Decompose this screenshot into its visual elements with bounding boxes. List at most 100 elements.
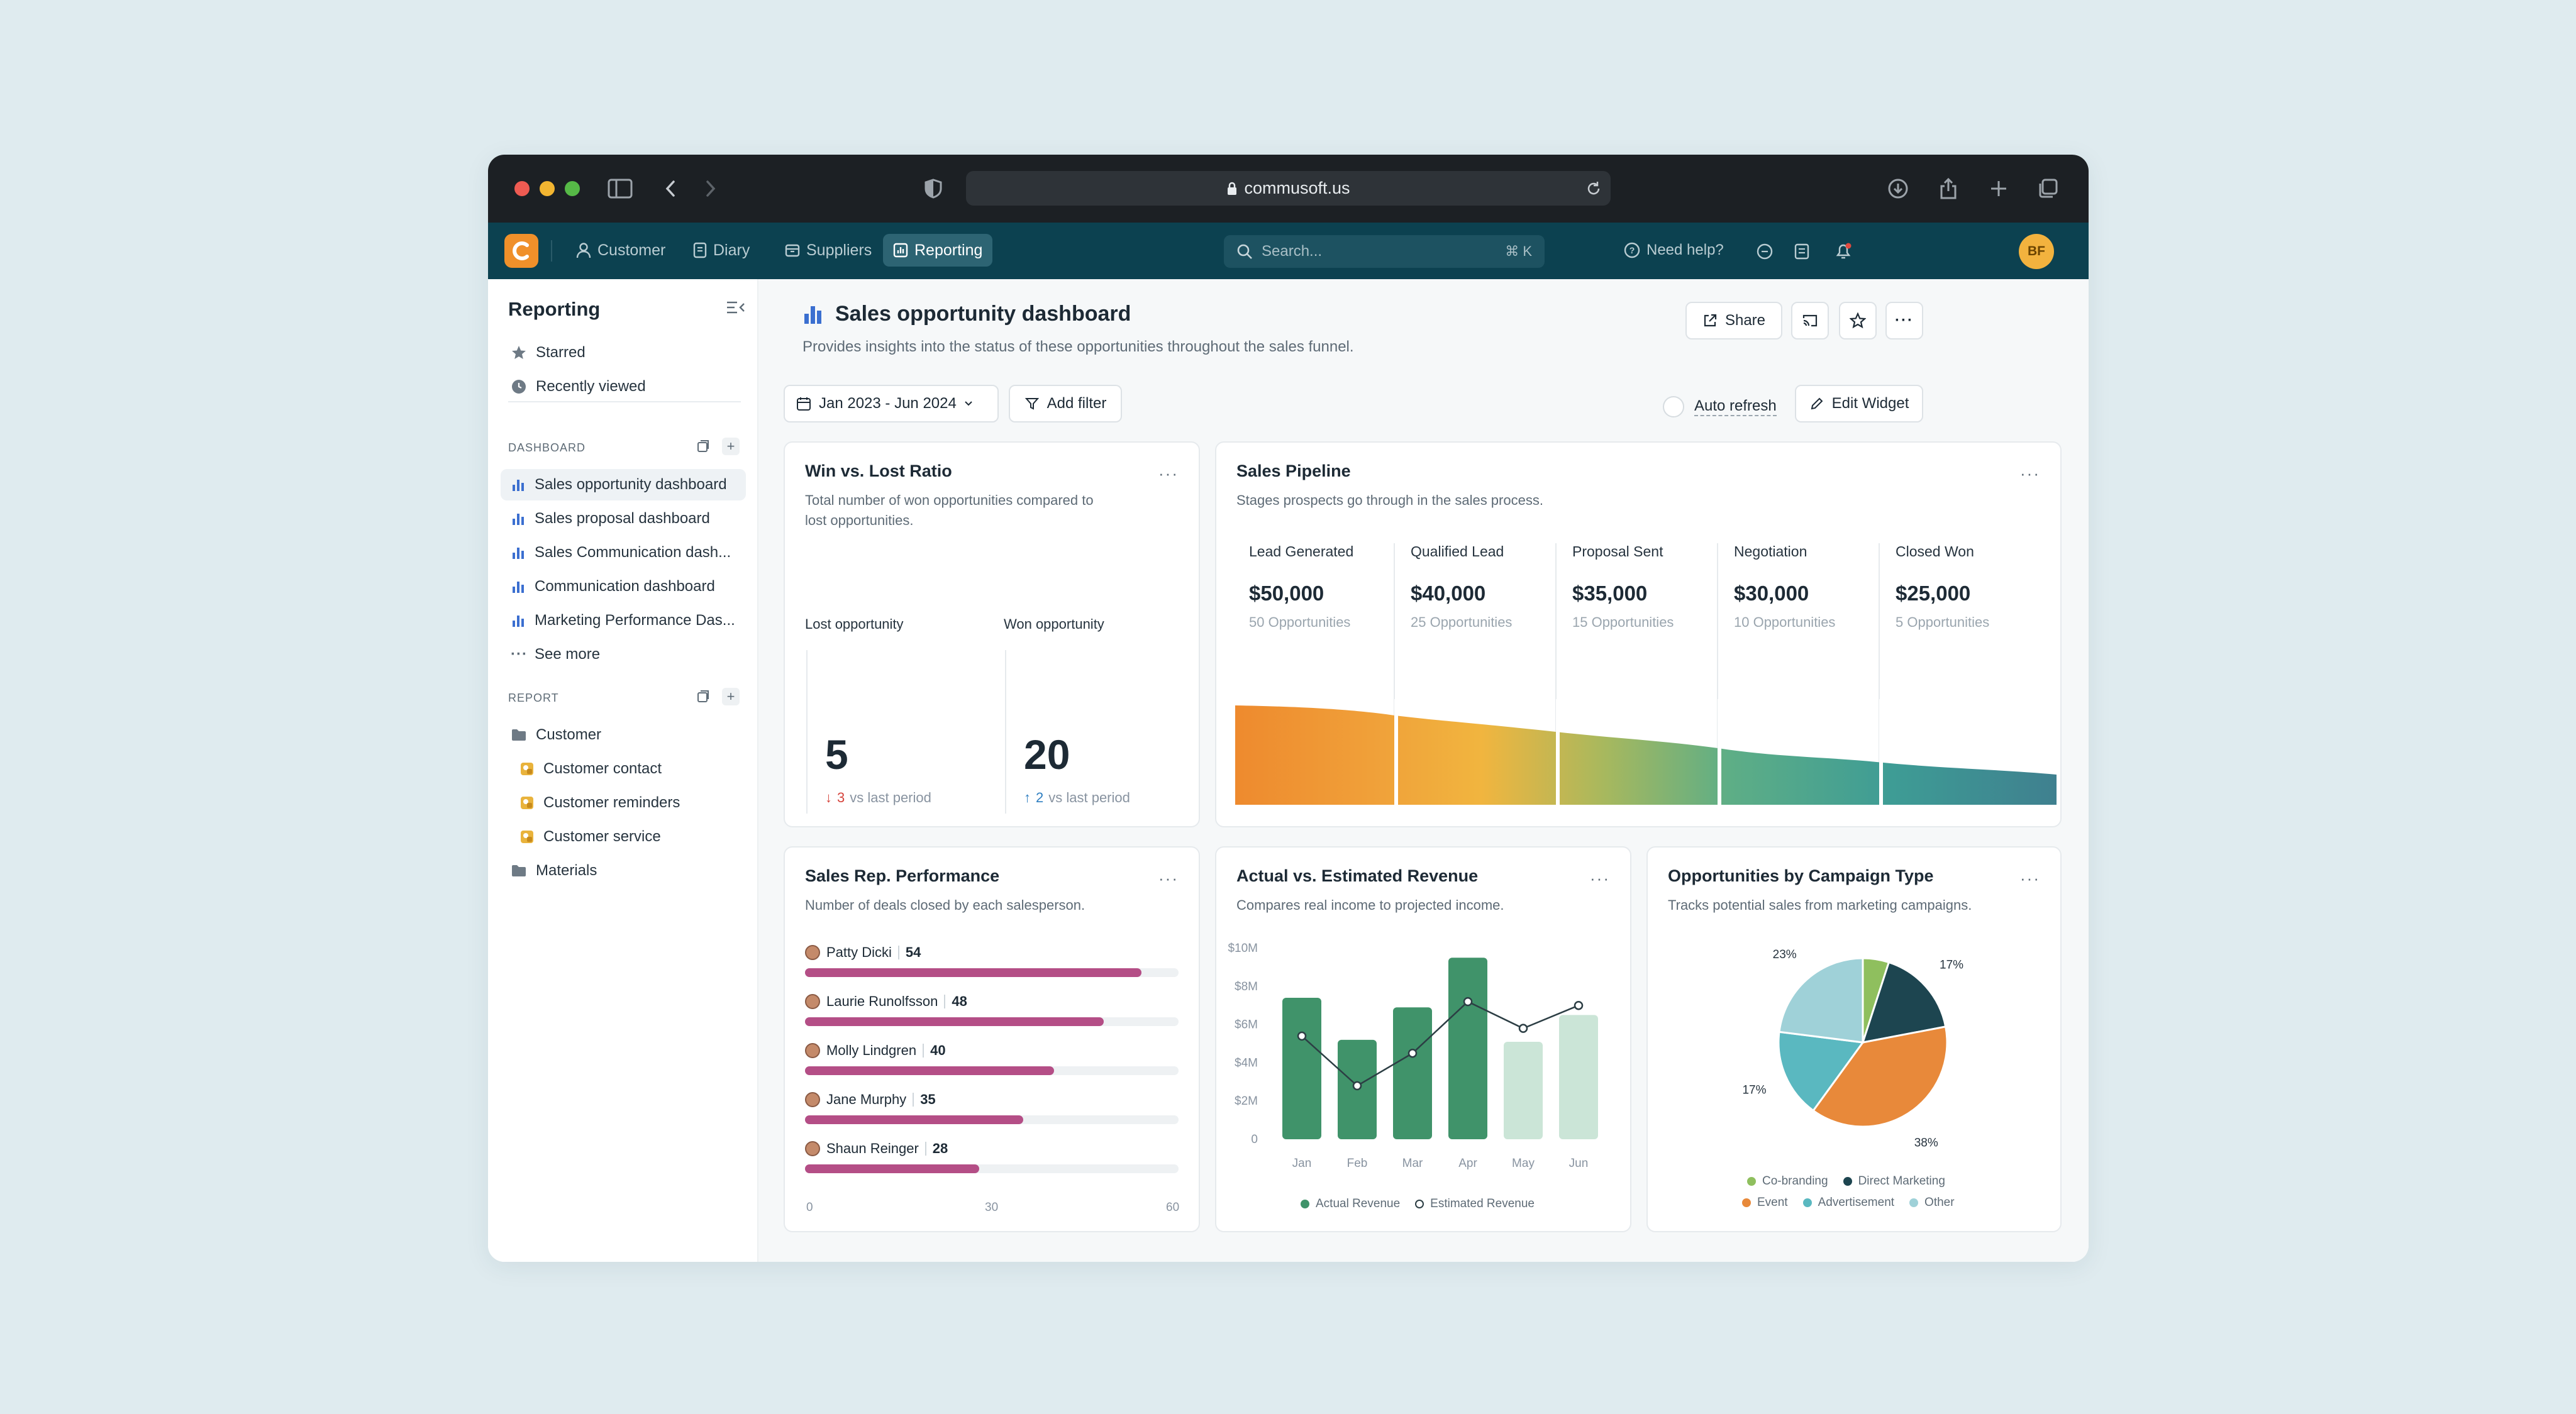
notes-icon[interactable]	[1794, 243, 1810, 260]
pipeline-stage: Qualified Lead $40,000 25 Opportunities	[1411, 543, 1571, 631]
card-description-line: Total number of won opportunities compar…	[805, 492, 1094, 508]
chat-icon[interactable]	[1756, 243, 1774, 260]
sidebar-item-dashboard[interactable]: Sales opportunity dashboard	[501, 469, 746, 500]
card-menu-icon[interactable]: ···	[2020, 869, 2040, 888]
y-tick-label: $6M	[1235, 1019, 1258, 1032]
sidebar-item-report-folder[interactable]: Materials	[501, 855, 746, 887]
present-button[interactable]	[1791, 302, 1829, 340]
sidebar-item-report-folder[interactable]: Customer	[501, 719, 746, 751]
rep-bar-track	[805, 1017, 1179, 1026]
privacy-shield-icon[interactable]	[921, 176, 946, 201]
star-button[interactable]	[1839, 302, 1877, 340]
user-avatar[interactable]: BF	[2019, 234, 2054, 269]
pipeline-stage-opportunities: 10 Opportunities	[1734, 614, 1836, 630]
box-icon	[785, 244, 800, 257]
commusoft-logo[interactable]	[504, 234, 538, 268]
help-link[interactable]: ? Need help?	[1624, 234, 1724, 267]
sales-pipeline-card: Sales Pipeline Stages prospects go throu…	[1215, 441, 2062, 827]
folder-icon	[512, 729, 526, 741]
trend-caption: vs last period	[850, 790, 931, 805]
address-bar[interactable]: commusoft.us	[966, 171, 1611, 206]
search-shortcut: ⌘ K	[1505, 243, 1532, 259]
sidebar-item-dashboard[interactable]: Sales Communication dash...	[501, 537, 746, 568]
add-report-icon[interactable]: +	[722, 688, 740, 705]
rep-name: Molly Lindgren	[826, 1042, 917, 1058]
bar-chart-icon	[804, 306, 821, 324]
rep-value: 48	[952, 993, 967, 1009]
add-filter-button[interactable]: Add filter	[1009, 385, 1122, 423]
share-button[interactable]: Share	[1685, 302, 1782, 340]
card-menu-icon[interactable]: ···	[1158, 869, 1179, 888]
estimated-point	[1407, 1048, 1418, 1058]
legend-dot	[1742, 1198, 1751, 1207]
pipeline-stage: Lead Generated $50,000 50 Opportunities	[1249, 543, 1409, 631]
nav-suppliers[interactable]: Suppliers	[775, 234, 882, 267]
rep-bar-fill	[805, 1017, 1104, 1026]
zoom-window-button[interactable]	[565, 181, 580, 196]
sidebar-item-report[interactable]: Customer contact	[509, 753, 755, 785]
card-description: Number of deals closed by each salespers…	[805, 897, 1085, 913]
search-icon	[1237, 244, 1252, 259]
rep-value: 54	[905, 944, 921, 960]
report-icon	[521, 797, 533, 809]
pie-slice	[1778, 957, 1864, 1044]
sidebar-item-dashboard[interactable]: Sales proposal dashboard	[501, 503, 746, 534]
bell-icon[interactable]	[1834, 241, 1853, 260]
lost-delta: 3	[837, 790, 845, 805]
download-icon[interactable]	[1885, 176, 1911, 201]
new-tab-icon[interactable]	[1986, 176, 2011, 201]
nav-diary[interactable]: Diary	[683, 234, 760, 267]
card-description: Stages prospects go through in the sales…	[1236, 492, 1543, 508]
minimize-window-button[interactable]	[540, 181, 555, 196]
sidebar-item-report[interactable]: Customer service	[509, 821, 755, 853]
back-icon[interactable]	[658, 176, 683, 201]
legend-actual-label: Actual Revenue	[1316, 1197, 1401, 1210]
legend-label: Co-branding	[1762, 1174, 1828, 1188]
auto-refresh-checkbox[interactable]	[1663, 396, 1684, 417]
rep-bar-track	[805, 1164, 1179, 1173]
edit-widget-button[interactable]: Edit Widget	[1795, 385, 1923, 423]
report-folder-icon[interactable]	[694, 688, 712, 705]
collapse-sidebar-icon[interactable]	[726, 299, 746, 316]
reload-icon[interactable]	[1585, 180, 1602, 197]
card-menu-icon[interactable]: ···	[1158, 464, 1179, 483]
auto-refresh-toggle[interactable]: Auto refresh	[1663, 396, 1777, 417]
filter-icon	[1024, 398, 1039, 410]
sidebar-item-label: Sales Communication dash...	[535, 544, 731, 561]
dashboard-folder-icon[interactable]	[694, 438, 712, 455]
card-menu-icon[interactable]: ···	[1590, 869, 1610, 888]
dashboard-section-label: DASHBOARD	[508, 441, 586, 454]
revenue-legend: Actual Revenue Estimated Revenue	[1301, 1197, 1535, 1211]
tab-overview-icon[interactable]	[2035, 176, 2060, 201]
share-icon[interactable]	[1936, 176, 1961, 201]
add-dashboard-icon[interactable]: +	[722, 438, 740, 455]
nav-reporting[interactable]: Reporting	[883, 234, 993, 267]
global-search[interactable]: Search... ⌘ K	[1224, 235, 1545, 268]
date-range-picker[interactable]: Jan 2023 - Jun 2024	[784, 385, 999, 423]
pipeline-stage-opportunities: 15 Opportunities	[1572, 614, 1674, 630]
campaign-legend-row: Event Advertisement Other	[1742, 1196, 1955, 1210]
axis-tick: 30	[985, 1201, 999, 1214]
sidebar-item-dashboard[interactable]: Communication dashboard	[501, 571, 746, 602]
more-options-button[interactable]: ···	[1885, 302, 1923, 340]
card-title: Sales Pipeline	[1236, 461, 1351, 480]
clock-icon	[512, 380, 526, 394]
sidebar-item-label: Customer service	[543, 828, 661, 845]
sidebar-item-starred[interactable]: Starred	[501, 337, 746, 368]
won-divider	[1005, 650, 1006, 814]
close-window-button[interactable]	[514, 181, 530, 196]
chart-icon	[893, 243, 908, 258]
sidebar-item-see-more[interactable]: ··· See more	[501, 639, 746, 670]
sidebar-item-recently-viewed[interactable]: Recently viewed	[501, 371, 746, 402]
nav-customer[interactable]: Customer	[566, 234, 675, 267]
chevron-down-icon	[965, 401, 972, 406]
pie-label: 17%	[1940, 959, 1963, 972]
sidebar-item-dashboard[interactable]: Marketing Performance Das...	[501, 605, 746, 636]
sidebar-item-report[interactable]: Customer reminders	[509, 787, 755, 819]
card-menu-icon[interactable]: ···	[2020, 464, 2040, 483]
pipeline-stage-name: Qualified Lead	[1411, 543, 1504, 560]
forward-icon[interactable]	[698, 176, 723, 201]
x-tick-label: Mar	[1402, 1157, 1423, 1170]
pipeline-stage: Closed Won $25,000 5 Opportunities	[1896, 543, 2056, 631]
sidebar-toggle-icon[interactable]	[608, 176, 633, 201]
